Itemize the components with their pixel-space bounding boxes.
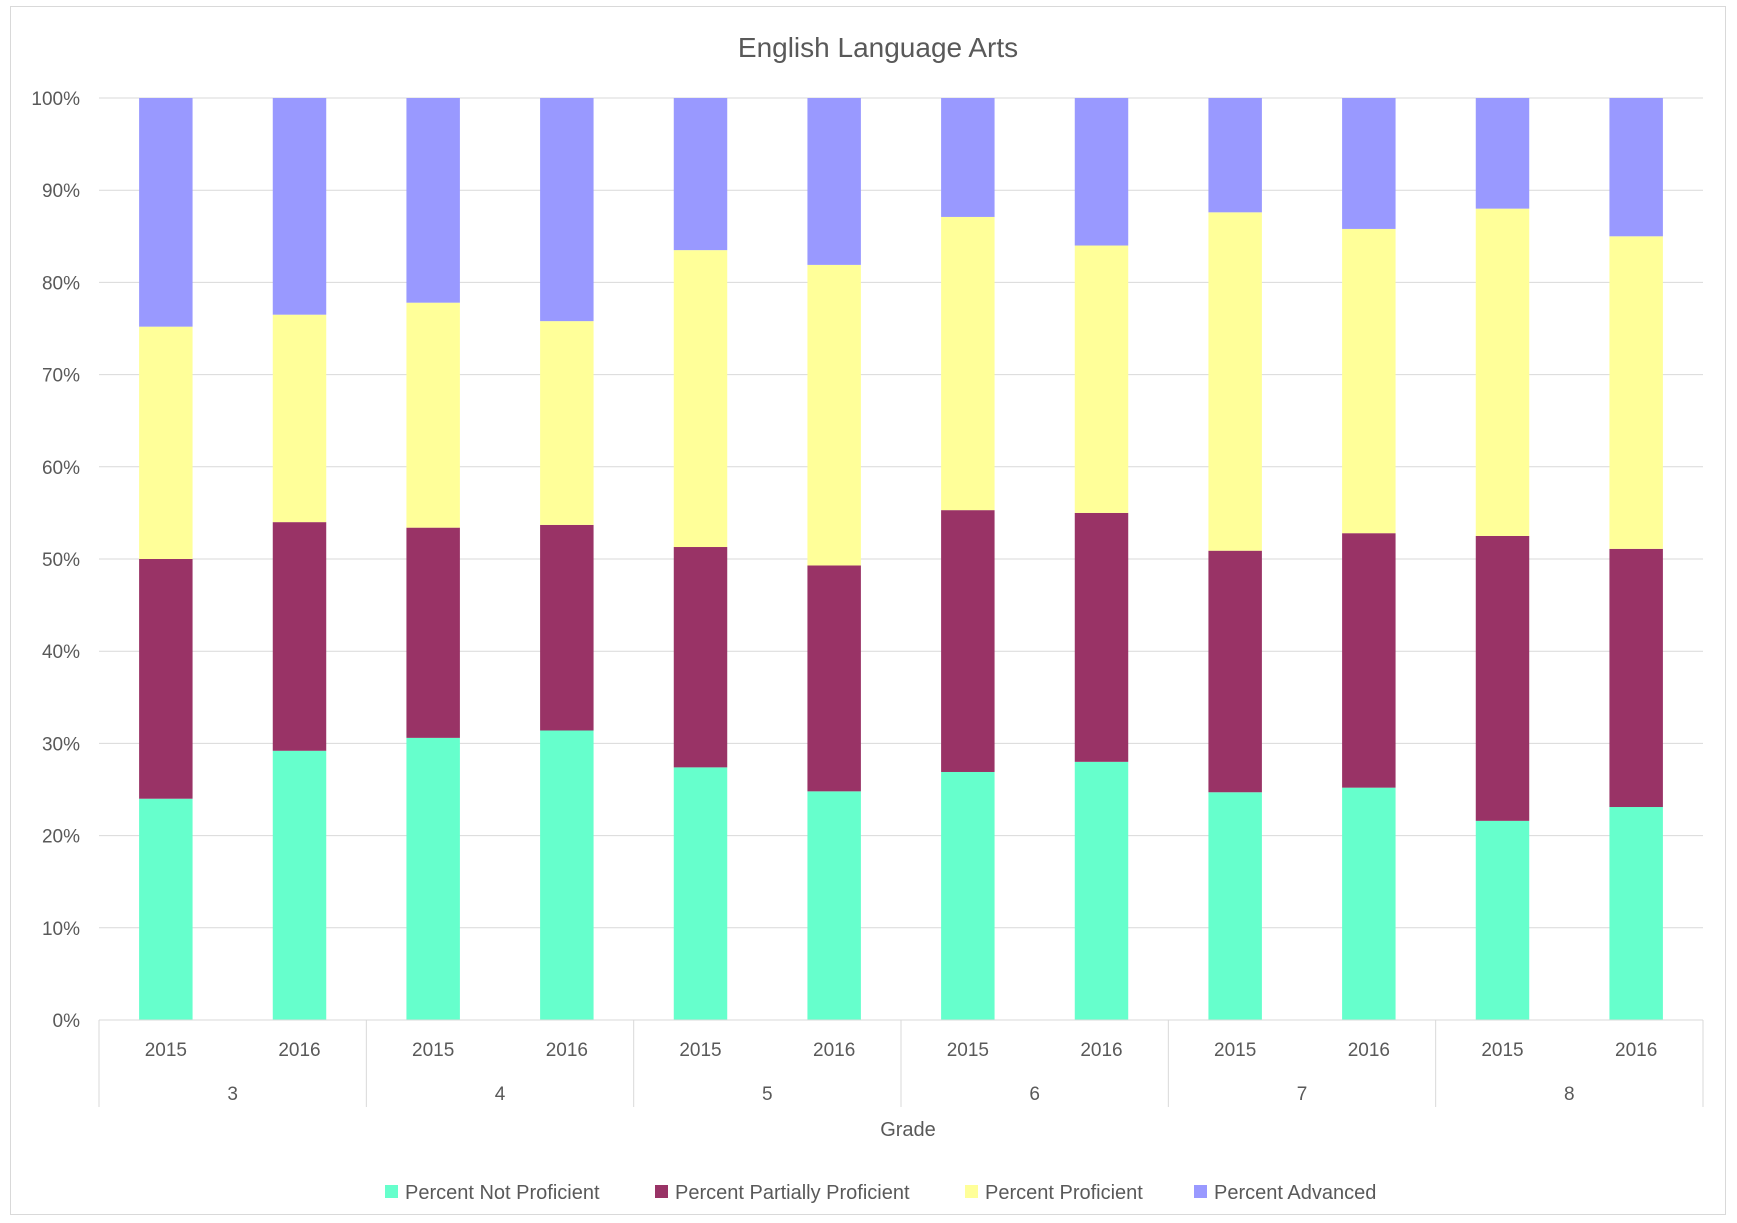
bars: [139, 98, 1663, 1020]
bar-segment: [1609, 236, 1663, 549]
bar-segment: [1074, 761, 1129, 1020]
bar-segment: [272, 750, 327, 1020]
bar-segment: [941, 510, 995, 772]
bar-segment: [540, 524, 594, 731]
y-tick-label: 0%: [53, 1011, 81, 1032]
chart-title: English Language Arts: [738, 32, 1018, 63]
bar-segment: [807, 98, 861, 265]
legend-label: Percent Advanced: [1214, 1182, 1376, 1204]
x-tick-label: 2015: [1481, 1040, 1523, 1061]
bar-segment: [1475, 535, 1530, 821]
bar-segment: [673, 98, 728, 251]
x-axis: 2015 2016 2015 2016 2015 2016 2015 2016 2015 2016…: [98, 1019, 1704, 1107]
x-tick-label: 2016: [1348, 1040, 1390, 1061]
y-tick-label: 40%: [42, 642, 80, 663]
y-tick-label: 70%: [42, 366, 80, 387]
bar-segment: [406, 98, 460, 303]
y-tick-label: 10%: [42, 919, 80, 940]
bar-segment: [1609, 548, 1663, 808]
legend-label: Percent Not Proficient: [405, 1182, 600, 1204]
bar-segment: [1475, 820, 1530, 1020]
x-tick-label: 2015: [947, 1040, 989, 1061]
x-group-label: 7: [1297, 1084, 1308, 1105]
y-tick-label: 50%: [42, 550, 80, 571]
bar-segment: [406, 737, 460, 1020]
y-tick-label: 60%: [42, 458, 80, 479]
bar-segment: [1074, 245, 1129, 513]
gridlines: [99, 97, 1703, 1021]
legend-label: Percent Proficient: [985, 1182, 1143, 1204]
bar-segment: [673, 250, 728, 548]
bar-segment: [139, 559, 193, 799]
bar-segment: [1475, 98, 1530, 209]
x-tick-label: 2016: [1615, 1040, 1657, 1061]
bar-segment: [406, 527, 460, 738]
bar-segment: [1475, 208, 1530, 536]
legend-swatch: [965, 1185, 978, 1198]
legend-swatch: [655, 1185, 668, 1198]
y-tick-label: 30%: [42, 734, 80, 755]
bar-segment: [673, 547, 728, 768]
x-group-label: 5: [762, 1084, 773, 1105]
bar-segment: [941, 771, 995, 1020]
bar-segment: [406, 302, 460, 528]
bar-segment: [1342, 787, 1396, 1020]
x-tick-label: 2015: [412, 1040, 454, 1061]
bar-segment: [807, 791, 861, 1020]
bar-segment: [941, 98, 995, 217]
bar-segment: [540, 321, 594, 525]
bar-segment: [807, 264, 861, 566]
bar-segment: [272, 314, 327, 523]
bar-segment: [1074, 98, 1129, 246]
legend-swatch: [385, 1185, 398, 1198]
y-tick-label: 90%: [42, 181, 80, 202]
bar-segment: [1342, 228, 1396, 534]
bar-segment: [1074, 512, 1129, 762]
legend-swatch: [1194, 1185, 1207, 1198]
bar-segment: [139, 326, 193, 559]
bar-segment: [1342, 533, 1396, 788]
y-axis-ticks: 0% 10% 20% 30% 40% 50% 60% 70% 80% 90% 100%: [31, 89, 80, 1032]
x-tick-label: 2016: [1080, 1040, 1122, 1061]
bar-segment: [272, 522, 327, 751]
bar-segment: [1208, 212, 1262, 551]
bar-segment: [139, 98, 193, 327]
y-tick-label: 100%: [31, 89, 80, 110]
bar-segment: [540, 98, 594, 322]
x-group-label: 8: [1564, 1084, 1575, 1105]
x-group-label: 6: [1029, 1084, 1040, 1105]
x-tick-label: 2016: [278, 1040, 320, 1061]
bar-segment: [540, 730, 594, 1020]
x-tick-label: 2015: [679, 1040, 721, 1061]
bar-segment: [139, 798, 193, 1020]
bar-segment: [1609, 98, 1663, 237]
bar-segment: [1609, 807, 1663, 1020]
bar-segment: [1208, 792, 1262, 1020]
x-group-label: 3: [227, 1084, 238, 1105]
bar-segment: [1208, 98, 1262, 213]
legend-label: Percent Partially Proficient: [675, 1182, 910, 1204]
y-tick-label: 80%: [42, 273, 80, 294]
x-axis-title: Grade: [880, 1119, 936, 1141]
bar-segment: [272, 98, 327, 315]
bar-segment: [1208, 550, 1262, 793]
x-tick-label: 2015: [145, 1040, 187, 1061]
bar-segment: [1342, 98, 1396, 229]
y-tick-label: 20%: [42, 827, 80, 848]
bar-segment: [941, 216, 995, 511]
x-tick-label: 2016: [546, 1040, 588, 1061]
x-tick-label: 2015: [1214, 1040, 1256, 1061]
bar-segment: [673, 767, 728, 1020]
bar-segment: [807, 565, 861, 792]
legend: Percent Not Proficient Percent Partially …: [385, 1182, 1376, 1204]
x-tick-label: 2016: [813, 1040, 855, 1061]
x-group-label: 4: [495, 1084, 506, 1105]
